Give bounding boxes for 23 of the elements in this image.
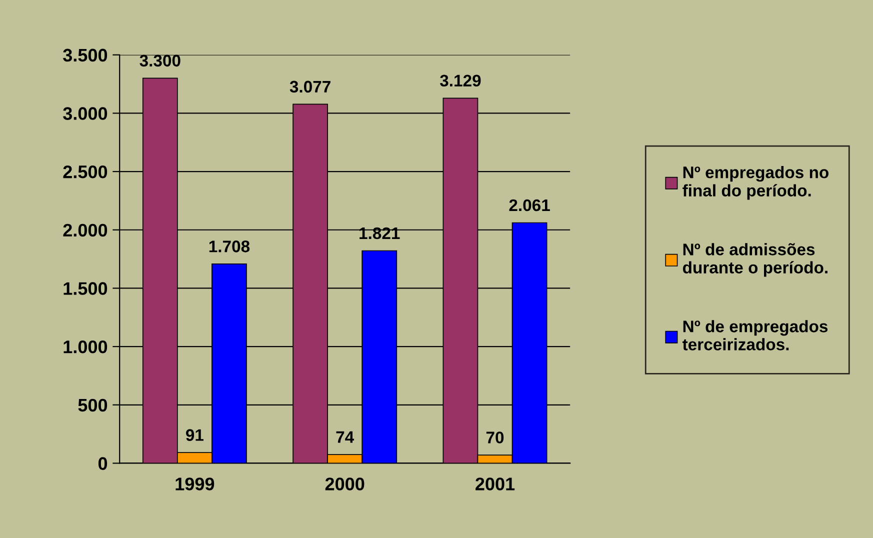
data-label: 3.077 — [290, 80, 330, 93]
x-tick-label: 1999 — [176, 478, 214, 490]
y-tick-label: 0 — [98, 457, 108, 470]
legend-label: Nº de admissões durante o período. — [682, 243, 828, 277]
legend-label: Nº de empregados terceirizados. — [682, 320, 828, 350]
x-tick-label: 2001 — [476, 478, 515, 490]
data-label: 70 — [486, 432, 504, 444]
legend-label: Nº empregados no final do período. — [682, 166, 828, 200]
x-tick-label: 2000 — [325, 478, 364, 490]
data-label: 1.821 — [360, 227, 400, 240]
y-tick-label: 3.000 — [63, 107, 108, 120]
data-label: 2.061 — [509, 199, 550, 212]
y-tick-label: 1.000 — [64, 340, 108, 354]
y-tick-label: 1.500 — [64, 282, 108, 295]
y-tick-label: 500 — [78, 398, 108, 412]
y-tick-label: 2.000 — [63, 224, 108, 237]
data-label: 1.708 — [209, 240, 250, 252]
data-label: 74 — [336, 431, 354, 443]
data-label: 91 — [186, 429, 204, 441]
data-label: 3.129 — [440, 74, 481, 87]
y-tick-label: 2.500 — [63, 165, 108, 178]
data-label: 3.300 — [140, 54, 180, 67]
y-tick-label: 3.500 — [63, 48, 108, 62]
